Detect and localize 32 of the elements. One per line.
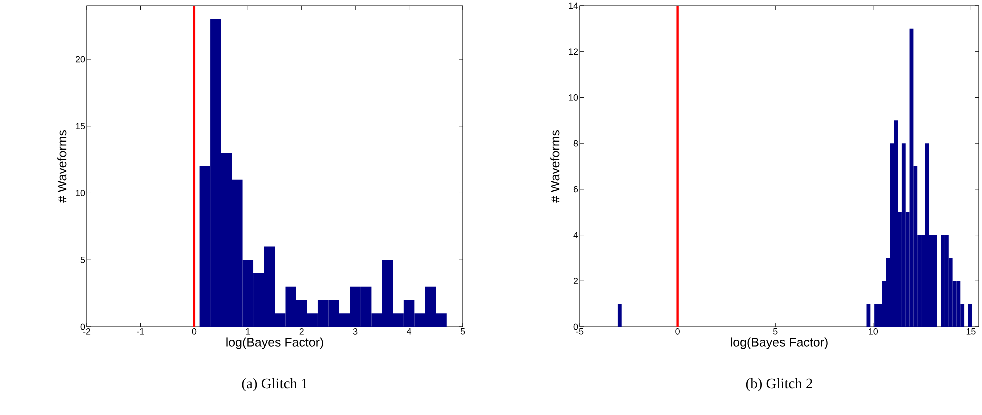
x-axis-title: log(Bayes Factor) bbox=[226, 338, 324, 350]
x-tick-label: -1 bbox=[137, 328, 144, 335]
y-tick-label: 15 bbox=[76, 123, 86, 130]
x-tick-label: -2 bbox=[83, 328, 91, 335]
y-tick-label: 20 bbox=[76, 56, 86, 63]
y-tick-label: 12 bbox=[569, 48, 578, 55]
text: (b) Glitch 2 bbox=[746, 378, 812, 392]
x-axis-title: log(Bayes Factor) bbox=[731, 338, 828, 350]
y-tick-label: 14 bbox=[569, 2, 578, 10]
x-tick-label: 1 bbox=[246, 328, 250, 335]
y-tick-label: 10 bbox=[76, 190, 86, 196]
x-tick-label: 10 bbox=[869, 328, 878, 335]
y-tick-label: 10 bbox=[569, 94, 578, 101]
x-tick-label: 5 bbox=[460, 328, 466, 335]
y-tick-label: 6 bbox=[574, 186, 578, 193]
x-tick-label: 3 bbox=[353, 328, 358, 335]
y-tick-label: 0 bbox=[80, 324, 86, 330]
x-tick-label: 4 bbox=[407, 328, 412, 335]
text: (a) Glitch 1 bbox=[242, 378, 308, 392]
y-axis-title: # Waveforms bbox=[58, 130, 67, 203]
x-tick-label: 0 bbox=[192, 328, 197, 335]
y-tick-label: 8 bbox=[574, 140, 578, 147]
x-tick-label: -5 bbox=[576, 328, 584, 335]
y-tick-label: 2 bbox=[574, 278, 578, 284]
x-tick-label: 2 bbox=[300, 328, 304, 335]
y-tick-label: 5 bbox=[80, 256, 86, 264]
y-tick-label: 0 bbox=[574, 324, 578, 330]
x-tick-label: 5 bbox=[773, 328, 778, 335]
x-tick-label: 15 bbox=[966, 328, 976, 335]
x-tick-label: 0 bbox=[676, 328, 680, 335]
y-tick-label: 4 bbox=[574, 232, 578, 238]
y-axis-title: # Waveforms bbox=[550, 130, 560, 203]
